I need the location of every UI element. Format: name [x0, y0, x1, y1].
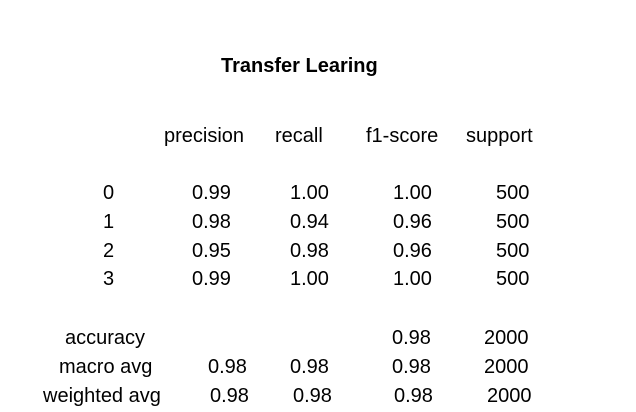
recall-value: 1.00	[290, 182, 329, 204]
accuracy-f1-value: 0.98	[392, 327, 431, 349]
support-value: 500	[496, 268, 530, 290]
f1-value: 0.96	[393, 211, 432, 233]
weighted-avg-support-value: 2000	[487, 385, 532, 407]
support-value: 500	[496, 211, 530, 233]
header-precision: precision	[164, 125, 245, 147]
support-value: 500	[496, 240, 530, 262]
header-f1-score: f1-score	[366, 125, 439, 147]
macro-avg-recall-value: 0.98	[290, 356, 329, 378]
weighted-avg-f1-value: 0.98	[394, 385, 433, 407]
support-value: 500	[496, 182, 530, 204]
precision-value: 0.98	[192, 211, 231, 233]
f1-value: 0.96	[393, 240, 432, 262]
header-support: support	[466, 125, 533, 147]
row-label: 3	[103, 268, 115, 290]
row-label: 0	[103, 182, 115, 204]
recall-value: 0.98	[290, 240, 329, 262]
weighted-avg-precision-value: 0.98	[210, 385, 249, 407]
accuracy-label: accuracy	[65, 327, 146, 349]
f1-value: 1.00	[393, 182, 432, 204]
macro-avg-f1-value: 0.98	[392, 356, 431, 378]
report-title: Transfer Learing	[221, 55, 378, 77]
macro-avg-label: macro avg	[59, 356, 153, 378]
weighted-avg-label: weighted avg	[43, 385, 161, 407]
macro-avg-precision-value: 0.98	[208, 356, 247, 378]
recall-value: 0.94	[290, 211, 329, 233]
header-recall: recall	[275, 125, 323, 147]
precision-value: 0.99	[192, 182, 231, 204]
f1-value: 1.00	[393, 268, 432, 290]
macro-avg-support-value: 2000	[484, 356, 529, 378]
weighted-avg-recall-value: 0.98	[293, 385, 332, 407]
precision-value: 0.95	[192, 240, 231, 262]
precision-value: 0.99	[192, 268, 231, 290]
row-label: 2	[103, 240, 115, 262]
row-label: 1	[103, 211, 115, 233]
accuracy-support-value: 2000	[484, 327, 529, 349]
recall-value: 1.00	[290, 268, 329, 290]
